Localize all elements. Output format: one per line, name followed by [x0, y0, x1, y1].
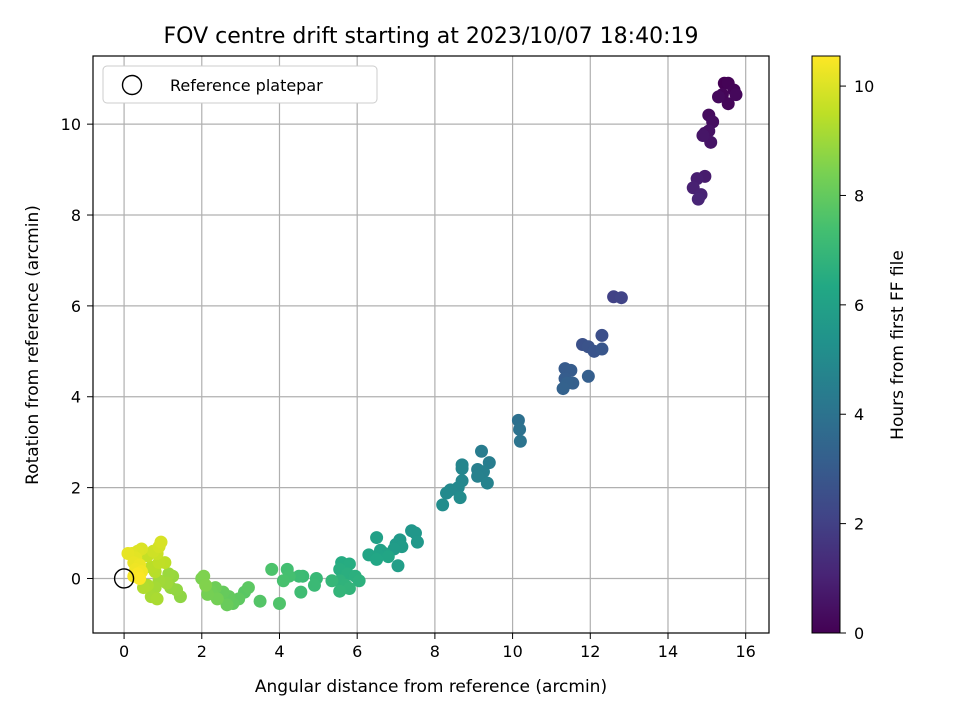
legend: Reference platepar [102, 65, 378, 104]
data-point [513, 434, 527, 448]
data-point [154, 535, 168, 549]
data-point [475, 444, 489, 458]
reference-point-marker [113, 568, 135, 589]
data-point [292, 569, 306, 583]
data-point [691, 192, 705, 206]
data-point [241, 581, 255, 595]
data-point [352, 574, 366, 588]
y-tick-label: 10 [61, 115, 81, 134]
data-point [696, 129, 710, 143]
data-point [272, 596, 286, 610]
data-point [595, 328, 609, 342]
data-point [199, 578, 213, 592]
data-point [436, 498, 450, 512]
data-point [294, 585, 308, 599]
x-tick-label: 12 [580, 642, 600, 661]
data-point [471, 469, 485, 483]
colorbar-tick-label: 10 [854, 77, 874, 96]
colorbar-tick-label: 0 [854, 624, 864, 643]
legend-box [102, 65, 378, 104]
y-tick-label: 6 [71, 297, 81, 316]
data-point [307, 578, 321, 592]
data-point [595, 342, 609, 356]
chart-title: FOV centre drift starting at 2023/10/07 … [164, 24, 699, 49]
data-point [253, 594, 267, 608]
data-point [453, 491, 467, 505]
data-point [729, 88, 743, 102]
x-axis-label: Angular distance from reference (arcmin) [255, 677, 607, 697]
x-tick-label: 14 [658, 642, 678, 661]
colorbar-gradient [811, 55, 841, 634]
y-axis-ticks: 0 2 4 6 8 10 [61, 115, 93, 588]
data-point [581, 369, 595, 383]
data-point [276, 574, 290, 588]
x-tick-label: 2 [197, 642, 207, 661]
data-point [556, 382, 570, 396]
data-point [265, 562, 279, 576]
x-tick-label: 4 [274, 642, 284, 661]
data-point [220, 598, 234, 612]
data-point [721, 97, 735, 111]
x-tick-label: 16 [736, 642, 756, 661]
data-point [711, 90, 725, 104]
data-point [325, 574, 339, 588]
data-point [614, 291, 628, 305]
data-point [333, 584, 347, 598]
legend-label: Reference platepar [170, 76, 323, 95]
colorbar-tick-label: 6 [854, 296, 864, 315]
x-tick-label: 10 [502, 642, 522, 661]
colorbar-tick-label: 8 [854, 186, 864, 205]
y-tick-label: 0 [71, 569, 81, 588]
data-point [133, 571, 147, 585]
data-point [381, 550, 395, 564]
x-axis-ticks: 0 2 4 6 8 10 12 14 16 [119, 633, 756, 661]
data-point [391, 559, 405, 573]
data-point [440, 486, 454, 500]
colorbar-ticks: 0 2 4 6 8 10 [840, 77, 874, 643]
reference-marker-layer [113, 568, 135, 589]
data-point [410, 535, 424, 549]
data-point [455, 462, 469, 476]
y-tick-label: 4 [71, 388, 81, 407]
data-point [370, 552, 384, 566]
data-point [513, 422, 527, 436]
data-point [210, 592, 224, 606]
plot-frame [92, 55, 770, 634]
y-axis-label: Rotation from reference (arcmin) [23, 205, 43, 485]
scatter-points [121, 76, 743, 612]
x-tick-label: 8 [430, 642, 440, 661]
data-point [480, 476, 494, 490]
grid-lines [93, 56, 769, 633]
data-point [370, 531, 384, 545]
y-tick-label: 2 [71, 479, 81, 498]
x-tick-label: 0 [119, 642, 129, 661]
y-tick-label: 8 [71, 206, 81, 225]
colorbar: 0 2 4 6 8 10 Hours from first FF file [811, 55, 908, 643]
data-point [342, 557, 356, 571]
colorbar-label: Hours from first FF file [888, 250, 908, 440]
colorbar-tick-label: 4 [854, 405, 864, 424]
data-point [150, 592, 164, 606]
colorbar-tick-label: 2 [854, 515, 864, 534]
legend-reference-marker-icon [121, 74, 143, 96]
x-tick-label: 6 [352, 642, 362, 661]
